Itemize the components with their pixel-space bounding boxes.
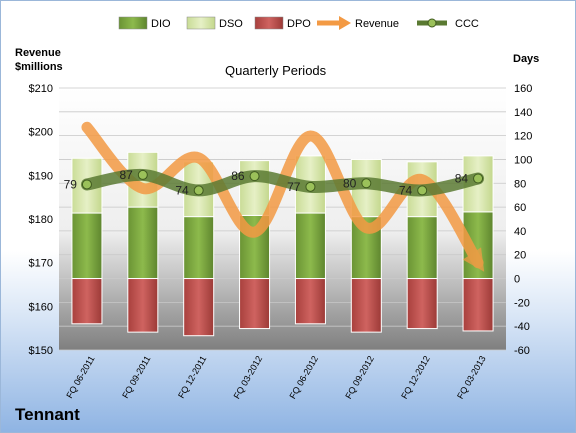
ccc-data-label: 87 bbox=[119, 168, 133, 182]
category-label: FQ 06-2011 bbox=[64, 354, 96, 400]
revenue-line bbox=[81, 121, 485, 272]
legend-label: DIO bbox=[151, 18, 171, 30]
left-tick-label: $210 bbox=[29, 83, 53, 95]
right-tick-label: 40 bbox=[514, 226, 526, 238]
category-label: FQ 06-2012 bbox=[287, 354, 320, 401]
dso-bar bbox=[239, 160, 271, 216]
dpo-bar bbox=[239, 278, 271, 330]
category-label: FQ 12-2011 bbox=[176, 354, 208, 400]
right-tick-label: 100 bbox=[514, 154, 532, 166]
right-tick-label: -20 bbox=[514, 297, 530, 309]
legend-swatch bbox=[254, 16, 284, 30]
dpo-bar bbox=[294, 278, 326, 325]
ccc-point bbox=[305, 181, 316, 192]
legend-item-dio: DIO bbox=[118, 16, 171, 30]
dio-bar bbox=[127, 206, 159, 280]
legend-item-dpo: DPO bbox=[254, 16, 311, 30]
ccc-point bbox=[249, 171, 260, 182]
legend-swatch bbox=[186, 16, 216, 30]
legend-marker bbox=[427, 18, 437, 28]
category-label: FQ 12-2012 bbox=[399, 354, 432, 401]
left-tick-label: $200 bbox=[29, 127, 53, 139]
dio-bar bbox=[406, 216, 438, 280]
chart-title: Quarterly Periods bbox=[225, 63, 327, 78]
right-tick-label: 140 bbox=[514, 107, 532, 119]
dpo-bar bbox=[71, 278, 103, 325]
right-tick-label: 60 bbox=[514, 202, 526, 214]
ccc-data-label: 74 bbox=[175, 183, 189, 197]
ccc-data-label: 84 bbox=[455, 172, 469, 186]
ccc-data-label: 79 bbox=[64, 177, 78, 191]
right-tick-label: 80 bbox=[514, 178, 526, 190]
legend-label: DPO bbox=[287, 18, 311, 30]
plot-area bbox=[59, 88, 506, 350]
left-tick-label: $150 bbox=[29, 345, 53, 357]
ccc-point bbox=[81, 179, 92, 190]
ccc-data-label: 80 bbox=[343, 176, 357, 190]
legend-label: CCC bbox=[455, 18, 479, 30]
left-axis-title: Revenue $millions bbox=[15, 47, 63, 73]
right-tick-label: -40 bbox=[514, 321, 530, 333]
category-label: FQ 03-2012 bbox=[232, 354, 265, 401]
right-tick-label: 0 bbox=[514, 274, 520, 286]
dpo-bar bbox=[183, 278, 215, 337]
dpo-bar bbox=[127, 278, 159, 333]
legend-label: DSO bbox=[219, 18, 243, 30]
legend-label: Revenue bbox=[355, 18, 399, 30]
ccc-data-label: 86 bbox=[231, 169, 245, 183]
ccc-point bbox=[361, 178, 372, 189]
dpo-bar bbox=[406, 278, 438, 330]
left-tick-label: $160 bbox=[29, 301, 53, 313]
category-label: FQ 09-2011 bbox=[120, 354, 152, 400]
ccc-point bbox=[417, 185, 428, 196]
category-label: FQ 03-2013 bbox=[455, 354, 488, 401]
category-label: FQ 09-2012 bbox=[343, 354, 376, 401]
right-tick-label: 160 bbox=[514, 83, 532, 95]
legend-item-ccc: CCC bbox=[417, 18, 479, 30]
dio-bar bbox=[294, 212, 326, 280]
dio-bar bbox=[183, 216, 215, 280]
left-tick-label: $170 bbox=[29, 258, 53, 270]
dpo-bar bbox=[350, 278, 382, 333]
right-axis-title: Days bbox=[513, 53, 540, 65]
left-tick-label: $190 bbox=[29, 170, 53, 182]
right-tick-label: 120 bbox=[514, 131, 532, 143]
ccc-point bbox=[137, 169, 148, 180]
ccc-point bbox=[473, 173, 484, 184]
right-tick-label: -60 bbox=[514, 345, 530, 357]
legend-item-dso: DSO bbox=[186, 16, 243, 30]
legend-arrow-head bbox=[339, 16, 351, 30]
ccc-data-label: 77 bbox=[287, 180, 301, 194]
left-tick-label: $180 bbox=[29, 214, 53, 226]
right-tick-label: 20 bbox=[514, 250, 526, 262]
dio-bar bbox=[71, 212, 103, 280]
dpo-bar bbox=[462, 278, 494, 332]
company-name: Tennant bbox=[15, 405, 80, 424]
legend-swatch bbox=[118, 16, 148, 30]
ccc-data-label: 74 bbox=[399, 183, 413, 197]
legend-item-revenue: Revenue bbox=[317, 16, 399, 30]
ccc-point bbox=[193, 185, 204, 196]
